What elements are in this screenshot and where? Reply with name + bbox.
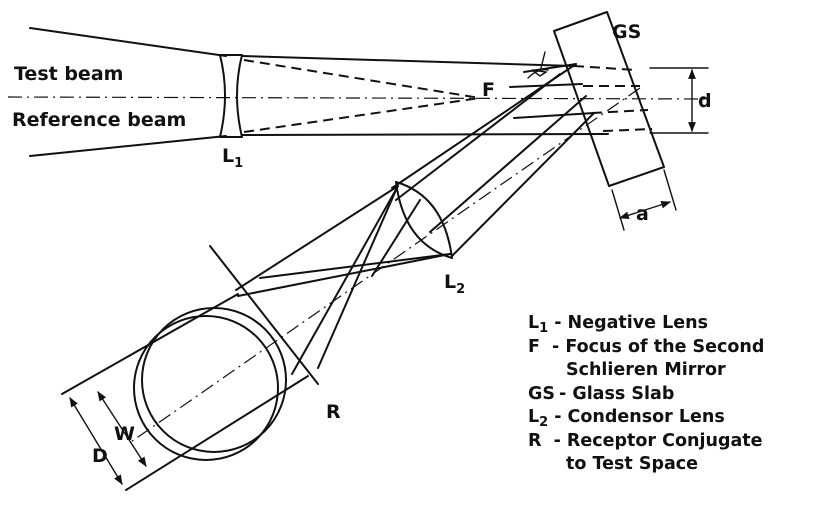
test-beam-label: Test beam: [14, 63, 123, 85]
a-label: a: [636, 203, 649, 225]
legend-line-7: to Test Space: [566, 454, 698, 474]
d-small-label: d: [698, 90, 712, 112]
w-label: W: [114, 423, 135, 445]
slab-internal-rays: [573, 65, 653, 132]
condenser-lens-l2: [395, 181, 453, 259]
test-space-circles: [133, 307, 287, 461]
l1-label: L1: [222, 145, 243, 171]
a-dimension: [611, 169, 677, 231]
glass-slab-gs: [553, 11, 665, 187]
legend-line-6: R - Receptor Conjugate: [528, 431, 763, 451]
w-dimension: [97, 391, 147, 467]
focus-rays: [243, 59, 481, 133]
legend: L1- Negative Lens F - Focus of the Secon…: [528, 313, 764, 474]
crossing-rays: [235, 185, 451, 375]
legend-line-3: Schlieren Mirror: [566, 360, 726, 380]
legend-line-2: F - Focus of the Second: [528, 337, 764, 357]
optical-axis-line: [7, 96, 709, 100]
legend-line-1: L1- Negative Lens: [528, 313, 708, 336]
negative-lens-l1: [219, 54, 243, 138]
reflection-angle-marks: [527, 51, 549, 79]
gs-label: GS: [612, 21, 641, 43]
receptor-plane-r: [209, 245, 319, 385]
reference-beam-label: Reference beam: [12, 109, 186, 131]
incoming-beam-lines: [29, 27, 227, 157]
d-big-dimension: [69, 397, 123, 485]
d-big-label: D: [92, 445, 108, 467]
l2-label: L2: [444, 271, 465, 297]
legend-line-5: L2- Condensor Lens: [528, 407, 725, 430]
d-dimension: [649, 67, 709, 134]
focus-f-label: F: [482, 79, 495, 101]
r-label: R: [326, 401, 341, 423]
collimated-beam-lines: [241, 55, 609, 136]
legend-line-4: GS - Glass Slab: [528, 384, 674, 404]
